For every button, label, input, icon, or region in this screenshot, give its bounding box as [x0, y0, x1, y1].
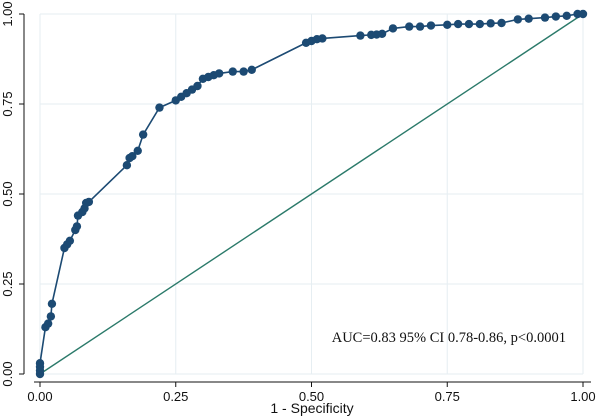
roc-point-55 — [524, 14, 533, 23]
roc-point-47 — [426, 21, 436, 30]
y-tick-label-2: 0.50 — [0, 181, 15, 206]
roc-point-10 — [65, 236, 75, 245]
roc-point-46 — [415, 22, 425, 31]
x-tick-label-2: 0.50 — [299, 389, 324, 404]
roc-point-21 — [133, 146, 142, 155]
roc-point-35 — [247, 65, 256, 75]
roc-point-58 — [562, 11, 571, 20]
roc-point-54 — [513, 15, 523, 24]
roc-point-22 — [138, 130, 148, 139]
x-tick-label-0: 0.00 — [27, 389, 52, 404]
axes — [19, 13, 591, 387]
roc-point-51 — [475, 19, 485, 29]
roc-point-44 — [388, 24, 398, 33]
y-tick-label-3: 0.75 — [0, 91, 15, 116]
x-tick-label-4: 1.00 — [570, 389, 595, 404]
y-tick-label-1: 0.25 — [0, 271, 15, 296]
roc-point-32 — [214, 69, 224, 78]
x-tick-label-3: 0.75 — [435, 389, 460, 404]
reference-line — [39, 13, 584, 375]
roc-point-56 — [540, 13, 550, 22]
y-tick-label-4: 1.00 — [0, 1, 15, 26]
roc-point-5 — [43, 319, 53, 328]
roc-point-45 — [405, 22, 414, 31]
roc-point-23 — [155, 103, 164, 112]
roc-point-48 — [443, 20, 452, 29]
auc-annotation: AUC=0.83 95% CI 0.78-0.86, p<0.0001 — [332, 330, 566, 346]
roc-point-50 — [464, 19, 474, 29]
roc-point-6 — [46, 312, 56, 321]
roc-point-53 — [497, 18, 506, 28]
plot-area — [35, 9, 588, 379]
roc-point-33 — [228, 67, 237, 76]
roc-point-43 — [377, 29, 387, 38]
x-axis-title: 1 - Specificity — [270, 400, 353, 416]
roc-point-57 — [551, 12, 561, 21]
roc-point-18 — [122, 161, 132, 170]
tick-labels: 0.00 0.25 0.50 0.75 1.00 0.00 0.25 0.50 0.75 1.00 — [0, 1, 596, 404]
roc-point-34 — [239, 67, 248, 76]
roc-point-39 — [318, 34, 327, 43]
roc-point-3 — [35, 359, 45, 368]
roc-point-49 — [453, 19, 463, 29]
roc-point-60 — [578, 9, 588, 19]
y-tick-label-0: 0.00 — [0, 361, 15, 386]
roc-point-28 — [193, 81, 202, 91]
roc-point-17 — [84, 197, 94, 207]
x-tick-label-1: 0.25 — [163, 389, 188, 404]
roc-point-7 — [47, 299, 57, 308]
roc-point-20 — [128, 152, 137, 161]
grid-lines — [39, 13, 584, 375]
roc-point-52 — [486, 19, 495, 28]
roc-point-40 — [356, 31, 365, 40]
roc-point-12 — [72, 222, 82, 231]
